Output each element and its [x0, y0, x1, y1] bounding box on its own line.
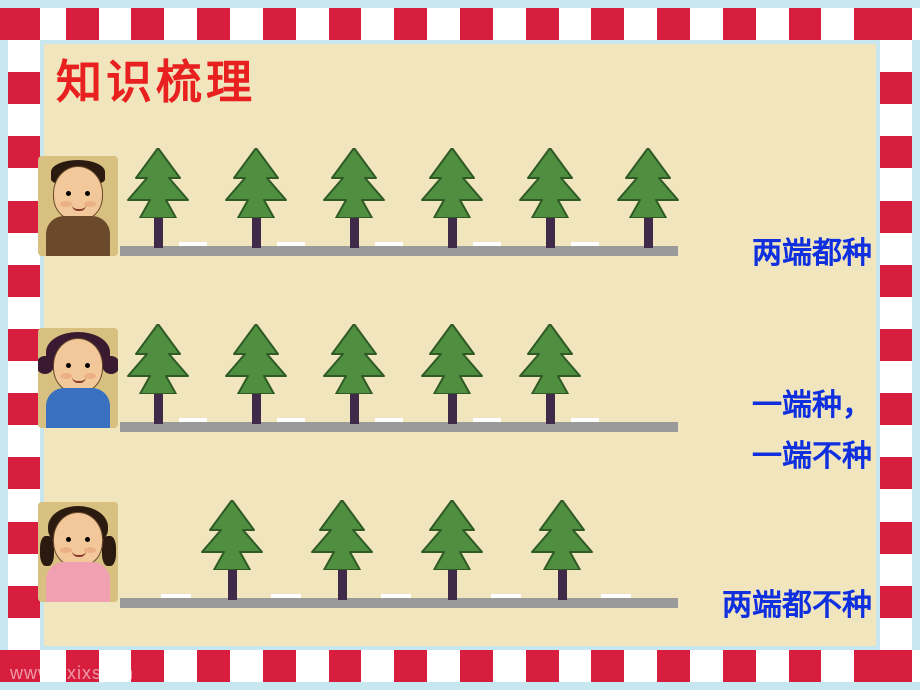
tree-icon — [316, 324, 392, 424]
interval-mark — [491, 594, 521, 598]
scenario-label: 两端都种 — [752, 228, 872, 279]
slide-title: 知识梳理 — [56, 46, 256, 112]
watermark: www.xxixsj.cn — [10, 663, 134, 684]
student-avatar — [38, 156, 118, 256]
student-avatar — [38, 328, 118, 428]
scenario-label: 一端种，一端不种 — [752, 380, 872, 482]
tree-icon — [610, 148, 686, 248]
tree-icon — [194, 500, 270, 600]
interval-mark — [161, 594, 191, 598]
tree-icon — [218, 148, 294, 248]
interval-mark — [381, 594, 411, 598]
road-line — [120, 246, 678, 256]
tree-icon — [524, 500, 600, 600]
tree-icon — [414, 324, 490, 424]
tree-icon — [304, 500, 380, 600]
road-line — [120, 422, 678, 432]
scenario-row: 两端都不种 — [44, 470, 876, 640]
content-area: 知识梳理 两端都种 — [44, 44, 876, 646]
tree-icon — [512, 148, 588, 248]
tree-icon — [120, 148, 196, 248]
scenario-row: 两端都种 — [44, 118, 876, 288]
tree-icon — [414, 500, 490, 600]
tree-icon — [414, 148, 490, 248]
student-avatar — [38, 502, 118, 602]
interval-mark — [271, 594, 301, 598]
tree-icon — [218, 324, 294, 424]
tree-icon — [316, 148, 392, 248]
scenario-label: 两端都不种 — [722, 580, 872, 631]
scenario-row: 一端种，一端不种 — [44, 294, 876, 464]
interval-mark — [601, 594, 631, 598]
tree-icon — [120, 324, 196, 424]
tree-icon — [512, 324, 588, 424]
slide-frame: 知识梳理 两端都种 — [0, 0, 920, 690]
